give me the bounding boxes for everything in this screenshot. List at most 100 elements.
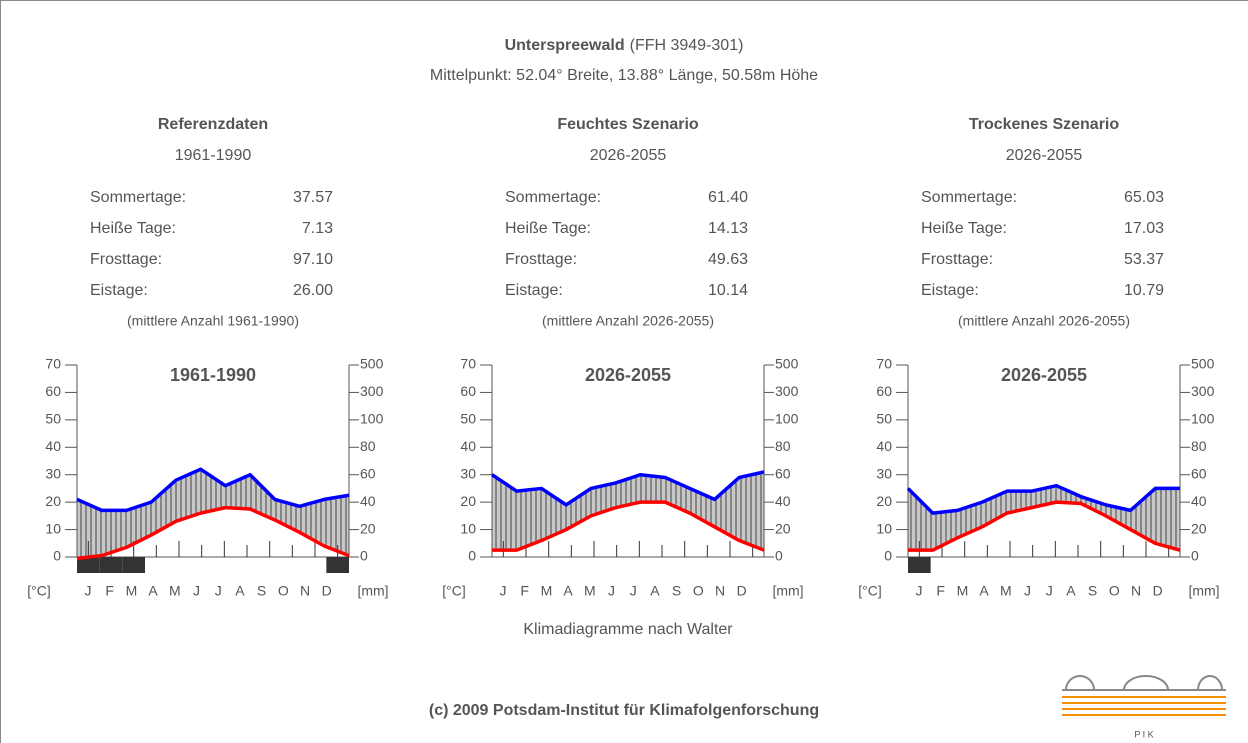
series-line [906,483,1180,515]
y2-tick-label: 60 [1191,465,1207,481]
x-tick-label: M [541,583,553,599]
x-tick-label: J [1024,583,1031,599]
stat-value: 61.40 [708,189,748,206]
panel-title: Trockenes Szenario [969,116,1120,133]
stat-label: Frosttage: [921,251,993,268]
header-subtitle: Mittelpunkt: 52.04° Breite, 13.88° Länge… [430,67,818,84]
x-tick-label: J [215,583,222,599]
y2-tick-label: 80 [775,438,791,454]
stat-value: 53.37 [1124,251,1164,268]
stat-label: Frosttage: [90,251,162,268]
stat-value: 97.10 [293,251,333,268]
x-tick-label: O [693,583,704,599]
y2-unit: [mm] [1188,583,1219,599]
stat-value: 10.14 [708,282,748,299]
x-tick-label: M [957,583,969,599]
y2-tick-label: 60 [360,465,376,481]
y2-tick-label: 500 [1191,356,1215,372]
frost-month [99,557,123,573]
x-tick-label: A [235,583,245,599]
y-tick-label: 30 [876,465,892,481]
chart-title: 2026-2055 [585,365,671,385]
y2-tick-label: 20 [1191,520,1207,536]
x-tick-label: J [500,583,507,599]
stat-label: Heiße Tage: [921,220,1007,237]
y-unit: [°C] [442,583,466,599]
x-tick-label: M [584,583,596,599]
series-line [491,470,765,507]
stat-label: Heiße Tage: [505,220,591,237]
frost-month [908,557,931,573]
y2-tick-label: 80 [1191,438,1207,454]
panel-title: Feuchtes Szenario [557,116,699,133]
x-tick-label: N [1131,583,1141,599]
x-tick-label: O [278,583,289,599]
y2-tick-label: 0 [360,548,368,564]
panel-note: (mittlere Anzahl 1961-1990) [127,313,299,329]
y2-unit: [mm] [357,583,388,599]
series-line [76,467,350,513]
y-tick-label: 40 [876,438,892,454]
y2-tick-label: 0 [1191,548,1199,564]
x-tick-label: M [1000,583,1012,599]
y2-tick-label: 40 [1191,493,1207,509]
y-tick-label: 60 [460,383,476,399]
x-tick-label: F [936,583,945,599]
site-code: (FFH 3949-301) [630,37,744,54]
stat-value: 65.03 [1124,189,1164,206]
y-tick-label: 40 [45,438,61,454]
pik-logo [1062,675,1226,716]
y2-tick-label: 500 [775,356,799,372]
y2-tick-label: 80 [360,438,376,454]
x-tick-label: D [737,583,747,599]
stat-value: 26.00 [293,282,333,299]
y-tick-label: 30 [460,465,476,481]
y-tick-label: 70 [460,356,476,372]
y2-tick-label: 300 [775,383,799,399]
humid-area [492,471,764,551]
y2-tick-label: 60 [775,465,791,481]
y-tick-label: 40 [460,438,476,454]
y-tick-label: 0 [468,548,476,564]
x-tick-label: N [300,583,310,599]
logo-text: P I K [1134,729,1153,739]
y2-tick-label: 300 [1191,383,1215,399]
chart-title: 1961-1990 [170,365,256,385]
y-tick-label: 50 [876,411,892,427]
x-tick-label: A [148,583,158,599]
x-tick-label: S [257,583,266,599]
series-line [76,505,350,561]
y2-tick-label: 100 [775,411,799,427]
caption: Klimadiagramme nach Walter [523,621,733,638]
panel-period: 1961-1990 [175,147,252,164]
y-tick-label: 10 [876,520,892,536]
panel-note: (mittlere Anzahl 2026-2055) [542,313,714,329]
y2-unit: [mm] [772,583,803,599]
panel-title: Referenzdaten [158,116,268,133]
stat-label: Sommertage: [90,189,186,206]
stat-value: 14.13 [708,220,748,237]
x-tick-label: F [520,583,529,599]
y2-tick-label: 300 [360,383,384,399]
y-tick-label: 30 [45,465,61,481]
x-tick-label: J [630,583,637,599]
y-unit: [°C] [858,583,882,599]
x-tick-label: N [715,583,725,599]
stat-value: 49.63 [708,251,748,268]
x-tick-label: D [1153,583,1163,599]
x-tick-label: A [1066,583,1076,599]
panel-note: (mittlere Anzahl 2026-2055) [958,313,1130,329]
chart-title: 2026-2055 [1001,365,1087,385]
x-tick-label: M [169,583,181,599]
y-tick-label: 50 [460,411,476,427]
panel-period: 2026-2055 [1006,147,1083,164]
frost-month [122,557,145,573]
x-tick-label: O [1109,583,1120,599]
y-tick-label: 0 [53,548,61,564]
frost-month [77,557,100,573]
x-tick-label: J [1046,583,1053,599]
y-tick-label: 60 [876,383,892,399]
